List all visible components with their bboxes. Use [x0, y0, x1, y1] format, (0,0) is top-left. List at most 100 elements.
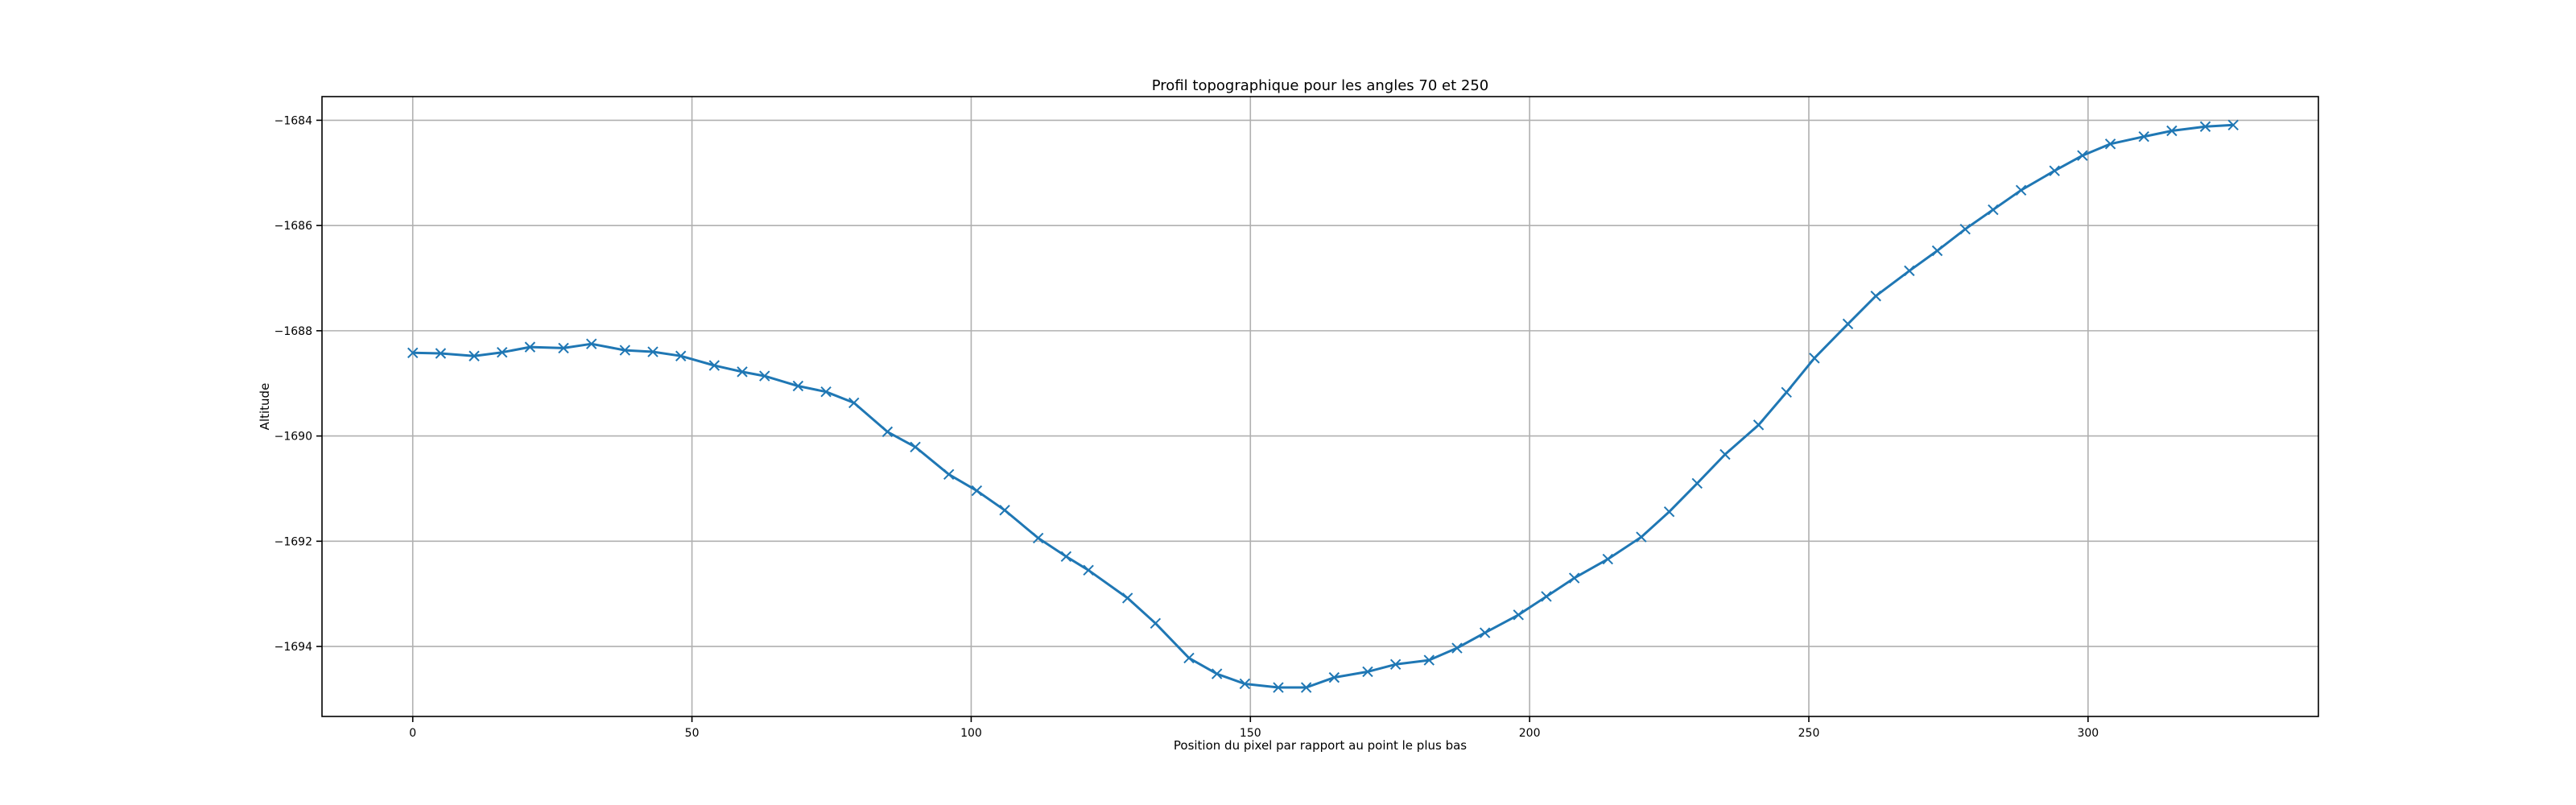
data-point-marker [2015, 184, 2027, 196]
marker-stroke [1389, 658, 1402, 670]
y-tick-label: −1686 [275, 220, 312, 233]
marker-stroke [910, 441, 921, 453]
marker-stroke [1691, 477, 1703, 489]
data-point-marker [1479, 627, 1491, 638]
marker-stroke [1211, 668, 1223, 679]
y-tick-label: −1684 [275, 114, 312, 127]
data-point-marker [1988, 204, 1999, 216]
marker-stroke [469, 350, 480, 361]
y-tick-label: −1694 [275, 641, 312, 654]
data-point-marker [1809, 353, 1820, 364]
data-point-marker [848, 397, 860, 409]
data-point-marker [1083, 564, 1094, 576]
data-point-marker [2199, 121, 2211, 132]
x-tick-label: 250 [1798, 727, 1820, 740]
data-point-marker [1842, 318, 1854, 330]
data-point-marker [1781, 386, 1792, 398]
data-point-marker [1150, 617, 1162, 630]
marker-stroke [1931, 245, 1943, 257]
marker-stroke [2138, 130, 2149, 142]
data-point-marker [1663, 506, 1675, 518]
marker-stroke [1959, 224, 1971, 235]
marker-stroke [1083, 564, 1094, 576]
marker-stroke [675, 350, 687, 361]
data-point-marker [647, 346, 658, 357]
data-point-marker [1691, 477, 1703, 489]
marker-stroke [586, 338, 597, 349]
marker-stroke [2166, 125, 2178, 137]
marker-stroke [881, 426, 894, 438]
marker-stroke [943, 469, 955, 481]
data-point-marker [1602, 553, 1613, 565]
marker-stroke [619, 345, 631, 356]
data-point-marker [1121, 592, 1133, 604]
data-point-marker [792, 380, 804, 392]
data-point-marker [1451, 642, 1463, 654]
marker-stroke [792, 380, 804, 392]
marker-stroke [647, 346, 658, 357]
marker-stroke [2077, 150, 2088, 161]
marker-stroke [2199, 121, 2211, 132]
data-point-marker [2138, 130, 2149, 142]
marker-stroke [1663, 506, 1675, 518]
data-point-marker [1060, 551, 1072, 562]
x-tick-label: 0 [409, 727, 416, 740]
marker-stroke [848, 397, 860, 409]
marker-stroke [497, 346, 508, 358]
marker-stroke [1602, 553, 1613, 565]
data-point-marker [910, 441, 921, 453]
ticks-layer: 0 50 100 150 200 250 300 −1684 −1686 −1688 −1690 −1… [275, 114, 2099, 740]
plot-frame [321, 96, 2319, 717]
marker-stroke [2104, 138, 2116, 150]
data-point-marker [1904, 265, 1915, 277]
x-tick-label: 200 [1519, 727, 1541, 740]
data-point-marker [675, 350, 687, 361]
marker-stroke [1636, 531, 1647, 543]
chart-title: Profil topographique pour les angles 70 … [1152, 77, 1488, 94]
x-tick-label: 300 [2077, 727, 2099, 740]
y-axis-label: Altitude [258, 383, 272, 431]
marker-stroke [1273, 682, 1284, 693]
data-point-marker [999, 505, 1010, 516]
data-point-marker [1568, 572, 1580, 584]
data-point-marker [2077, 150, 2088, 161]
y-tick-label: −1690 [275, 431, 312, 444]
data-point-marker [759, 370, 770, 382]
marker-stroke [1150, 617, 1162, 630]
marker-stroke [971, 485, 983, 497]
data-point-marker [971, 485, 983, 497]
series-line [412, 123, 2234, 689]
data-point-marker [1636, 531, 1647, 543]
marker-stroke [407, 347, 419, 359]
data-point-marker [1362, 666, 1373, 678]
data-point-marker [1870, 291, 1881, 302]
marker-stroke [1568, 572, 1580, 584]
data-point-marker [524, 341, 536, 353]
marker-stroke [2015, 184, 2027, 196]
data-point-marker [2049, 165, 2060, 176]
data-point-marker [1183, 652, 1195, 664]
data-point-marker [1389, 658, 1402, 670]
marker-stroke [737, 366, 748, 378]
series-layer [407, 119, 2239, 693]
marker-stroke [1479, 627, 1491, 638]
data-point-marker [737, 366, 748, 378]
data-point-marker [2104, 138, 2116, 150]
marker-stroke [1423, 654, 1435, 666]
data-point-marker [1423, 654, 1435, 666]
marker-stroke [524, 341, 536, 353]
marker-stroke [1719, 448, 1731, 460]
marker-stroke [820, 386, 832, 398]
data-point-marker [435, 348, 447, 359]
data-point-marker [2227, 119, 2239, 131]
grid-layer [322, 97, 2318, 716]
data-point-marker [820, 386, 832, 398]
data-point-marker [943, 469, 955, 481]
data-point-marker [1300, 682, 1312, 693]
marker-stroke [708, 360, 720, 371]
x-tick-label: 100 [960, 727, 982, 740]
data-point-marker [881, 426, 894, 438]
marker-stroke [558, 342, 569, 354]
data-point-marker [407, 347, 419, 359]
